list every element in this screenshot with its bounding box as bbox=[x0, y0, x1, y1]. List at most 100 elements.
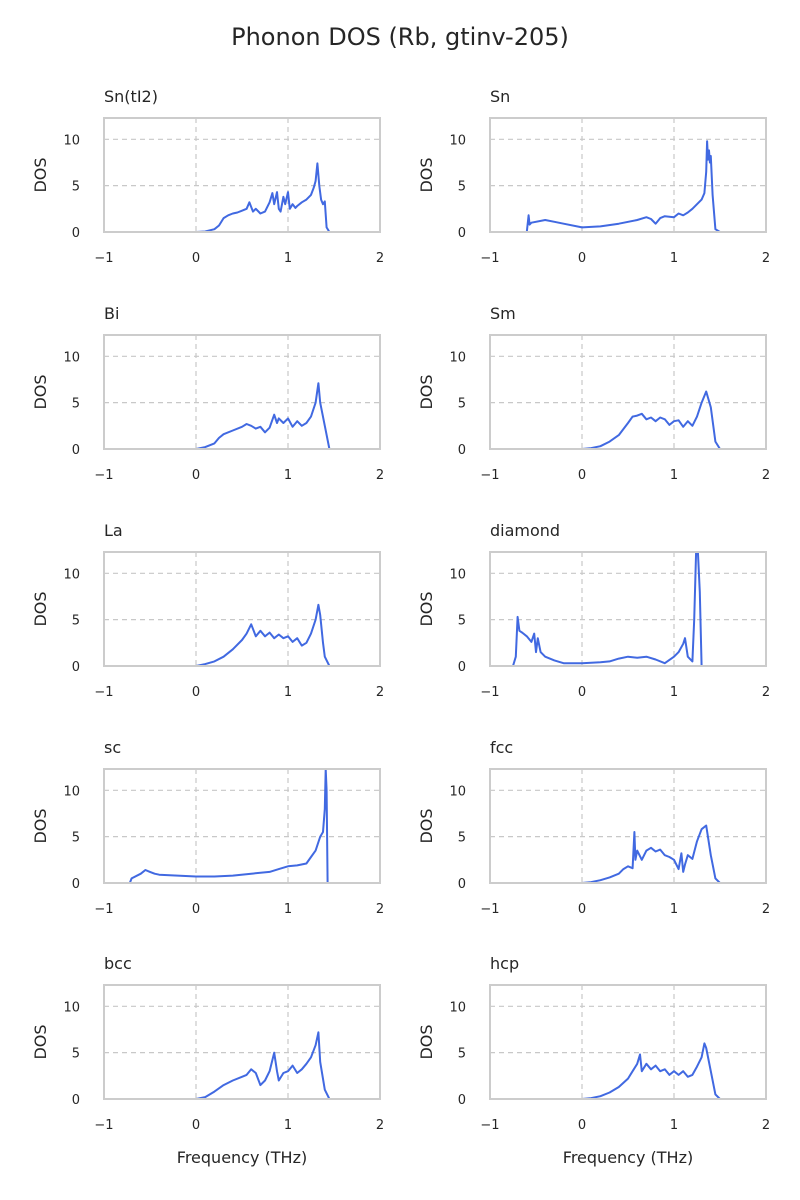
subplot-title: La bbox=[104, 521, 123, 540]
x-tick-label: 2 bbox=[376, 251, 384, 266]
y-axis-label: DOS bbox=[31, 808, 50, 843]
x-tick-label: 0 bbox=[578, 251, 586, 266]
x-tick-label: 2 bbox=[376, 468, 384, 483]
y-axis-label: DOS bbox=[417, 591, 436, 626]
y-tick-label: 10 bbox=[449, 350, 466, 365]
subplot-7: fcc −1 0 1 2 0 5 10 DOS bbox=[417, 738, 770, 917]
y-tick-label: 5 bbox=[458, 831, 466, 846]
y-tick-label: 10 bbox=[449, 567, 466, 582]
x-tick-label: −1 bbox=[480, 1118, 499, 1133]
x-tick-label: 2 bbox=[376, 685, 384, 700]
x-tick-label: 0 bbox=[192, 1118, 200, 1133]
x-tick-label: −1 bbox=[94, 902, 113, 917]
axes-frame bbox=[103, 768, 381, 884]
series-line bbox=[577, 1042, 721, 1099]
x-tick-label: 1 bbox=[670, 902, 678, 917]
x-tick-label: 2 bbox=[762, 1118, 770, 1133]
x-tick-label: −1 bbox=[94, 685, 113, 700]
axes-frame bbox=[489, 117, 767, 233]
series-line bbox=[186, 382, 334, 449]
y-axis-label: DOS bbox=[417, 374, 436, 409]
subplot-title: fcc bbox=[490, 738, 513, 757]
axes-frame bbox=[489, 551, 767, 667]
y-tick-label: 0 bbox=[72, 1093, 80, 1108]
y-tick-label: 10 bbox=[63, 784, 80, 799]
subplot-6: sc −1 0 1 2 0 5 10 DOS bbox=[31, 738, 384, 917]
y-axis-label: DOS bbox=[31, 157, 50, 192]
y-tick-label: 5 bbox=[72, 831, 80, 846]
y-axis-label: DOS bbox=[417, 157, 436, 192]
subplot-title: Sn(tI2) bbox=[104, 87, 158, 106]
figure-title: Phonon DOS (Rb, gtinv-205) bbox=[231, 23, 569, 51]
series-line bbox=[113, 162, 334, 232]
subplot-5: diamond −1 0 1 2 0 5 10 DOS bbox=[417, 521, 770, 700]
y-tick-label: 5 bbox=[72, 1047, 80, 1062]
subplot-title: Bi bbox=[104, 304, 119, 323]
axes-frame bbox=[103, 117, 381, 233]
x-tick-label: 0 bbox=[578, 1118, 586, 1133]
y-tick-label: 5 bbox=[458, 614, 466, 629]
y-tick-label: 0 bbox=[458, 1093, 466, 1108]
x-tick-label: 1 bbox=[670, 468, 678, 483]
y-tick-label: 10 bbox=[449, 1000, 466, 1015]
x-tick-label: 0 bbox=[578, 902, 586, 917]
x-tick-label: −1 bbox=[480, 468, 499, 483]
x-tick-label: −1 bbox=[480, 685, 499, 700]
axes-frame bbox=[489, 768, 767, 884]
axes-frame bbox=[103, 984, 381, 1100]
series-line bbox=[499, 552, 720, 666]
x-tick-label: 0 bbox=[192, 685, 200, 700]
axes-frame bbox=[103, 334, 381, 450]
y-tick-label: 0 bbox=[458, 226, 466, 241]
y-tick-label: 0 bbox=[72, 443, 80, 458]
x-tick-label: 0 bbox=[578, 685, 586, 700]
y-tick-label: 5 bbox=[458, 397, 466, 412]
subplot-title: bcc bbox=[104, 954, 132, 973]
subplot-3: Sm −1 0 1 2 0 5 10 DOS bbox=[417, 304, 770, 483]
x-tick-label: −1 bbox=[94, 1118, 113, 1133]
y-tick-label: 10 bbox=[63, 350, 80, 365]
y-axis-label: DOS bbox=[31, 591, 50, 626]
y-axis-label: DOS bbox=[417, 1024, 436, 1059]
y-tick-label: 10 bbox=[63, 1000, 80, 1015]
y-tick-label: 0 bbox=[72, 877, 80, 892]
x-tick-label: 1 bbox=[284, 685, 292, 700]
subplot-1: Sn −1 0 1 2 0 5 10 DOS bbox=[417, 87, 770, 266]
subplot-title: diamond bbox=[490, 521, 560, 540]
x-axis-label: Frequency (THz) bbox=[563, 1148, 693, 1167]
y-tick-label: 5 bbox=[72, 397, 80, 412]
series-line bbox=[581, 390, 721, 449]
y-axis-label: DOS bbox=[31, 1024, 50, 1059]
y-tick-label: 5 bbox=[458, 180, 466, 195]
x-tick-label: 2 bbox=[762, 468, 770, 483]
subplot-9: hcp −1 0 1 2 0 5 10 DOS Frequency (THz) bbox=[417, 954, 770, 1167]
series-line bbox=[191, 603, 334, 666]
x-tick-label: 2 bbox=[376, 1118, 384, 1133]
subplot-title: Sn bbox=[490, 87, 510, 106]
x-tick-label: 1 bbox=[670, 685, 678, 700]
x-tick-label: −1 bbox=[94, 468, 113, 483]
series-line bbox=[128, 769, 334, 883]
x-tick-label: 1 bbox=[284, 468, 292, 483]
y-tick-label: 10 bbox=[63, 133, 80, 148]
y-tick-label: 0 bbox=[458, 660, 466, 675]
subplot-8: bcc −1 0 1 2 0 5 10 DOS Frequency (THz) bbox=[31, 954, 384, 1167]
y-tick-label: 0 bbox=[458, 443, 466, 458]
subplot-0: Sn(tI2) −1 0 1 2 0 5 10 DOS bbox=[31, 87, 384, 266]
y-tick-label: 10 bbox=[449, 133, 466, 148]
x-tick-label: −1 bbox=[480, 251, 499, 266]
series-line bbox=[581, 824, 721, 883]
subplot-title: hcp bbox=[490, 954, 519, 973]
y-tick-label: 0 bbox=[458, 877, 466, 892]
series-line bbox=[186, 1031, 334, 1099]
y-tick-label: 5 bbox=[72, 180, 80, 195]
axes-frame bbox=[489, 334, 767, 450]
y-tick-label: 10 bbox=[449, 784, 466, 799]
x-tick-label: 2 bbox=[762, 902, 770, 917]
axes-frame bbox=[489, 984, 767, 1100]
x-tick-label: 1 bbox=[670, 1118, 678, 1133]
x-tick-label: 2 bbox=[762, 685, 770, 700]
y-tick-label: 0 bbox=[72, 226, 80, 241]
